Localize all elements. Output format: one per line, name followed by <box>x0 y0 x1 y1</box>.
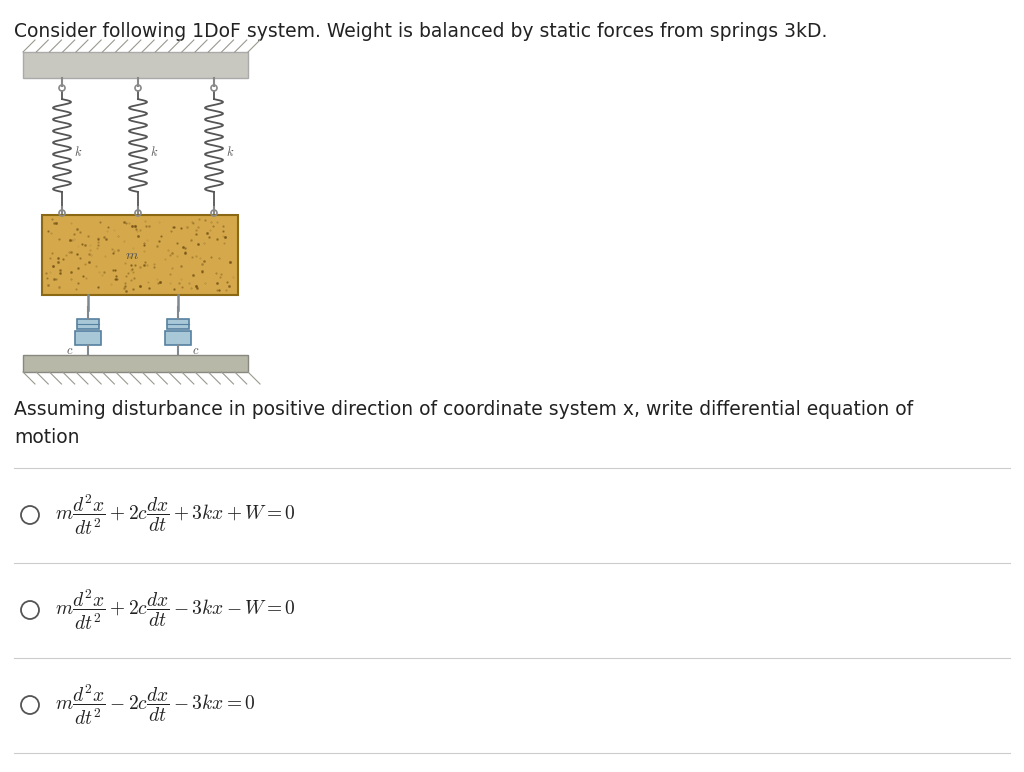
Text: $m$: $m$ <box>125 248 139 262</box>
FancyBboxPatch shape <box>77 319 99 329</box>
Bar <box>23 52 248 78</box>
Text: $m\dfrac{d^2x}{dt^2} + 2c\dfrac{dx}{dt} + 3kx + W = 0$: $m\dfrac{d^2x}{dt^2} + 2c\dfrac{dx}{dt} … <box>55 493 296 537</box>
Text: $c$: $c$ <box>67 344 74 357</box>
Text: $k$: $k$ <box>150 144 159 158</box>
Text: $k$: $k$ <box>74 144 82 158</box>
Text: $m\dfrac{d^2x}{dt^2} - 2c\dfrac{dx}{dt} - 3kx = 0$: $m\dfrac{d^2x}{dt^2} - 2c\dfrac{dx}{dt} … <box>55 682 256 727</box>
FancyBboxPatch shape <box>165 331 191 345</box>
Text: $m\dfrac{d^2x}{dt^2} + 2c\dfrac{dx}{dt} - 3kx - W = 0$: $m\dfrac{d^2x}{dt^2} + 2c\dfrac{dx}{dt} … <box>55 587 296 632</box>
Text: $c$: $c$ <box>193 344 200 357</box>
Bar <box>42 215 238 295</box>
Bar <box>23 355 248 372</box>
Text: $k$: $k$ <box>226 144 234 158</box>
Text: Consider following 1DoF system. Weight is balanced by static forces from springs: Consider following 1DoF system. Weight i… <box>14 22 827 41</box>
FancyBboxPatch shape <box>167 319 189 329</box>
FancyBboxPatch shape <box>75 331 101 345</box>
Text: Assuming disturbance in positive direction of coordinate system x, write differe: Assuming disturbance in positive directi… <box>14 400 913 447</box>
